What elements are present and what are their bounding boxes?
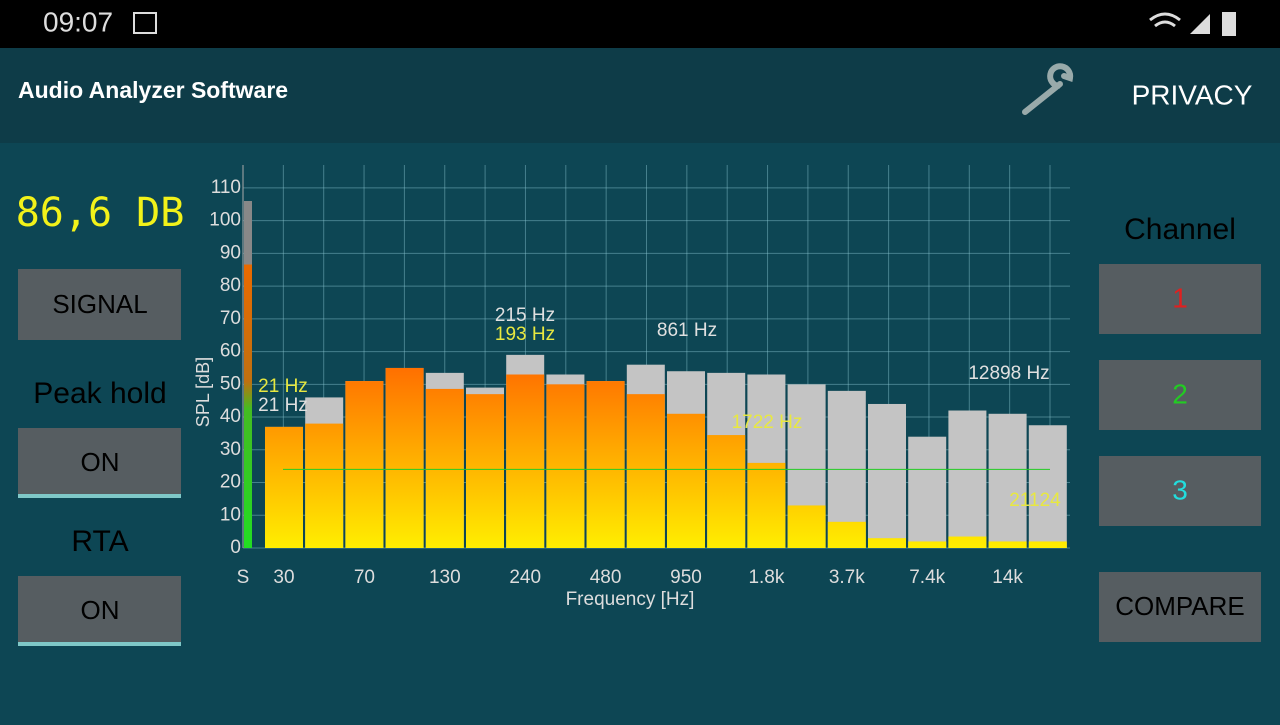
wifi-icon [1149,12,1181,28]
annotation: 12898 Hz [968,363,1049,384]
bar [667,413,705,548]
app-title: Audio Analyzer Software [18,77,288,103]
bar [948,536,987,548]
bar [385,367,424,548]
peak-hold-button-label[interactable]: ON [81,447,120,477]
annotation: 21124 [1009,490,1061,511]
y-tick-label: 60 [220,341,241,362]
peak-bar [1028,425,1067,548]
y-tick-label: 80 [220,275,241,296]
peak-bar [908,436,947,548]
channel-button[interactable] [1099,456,1261,526]
peak-bar [868,403,906,548]
peak-hold-button[interactable] [18,428,181,495]
annotation: 193 Hz [495,324,555,345]
channel-button-label[interactable]: 1 [1172,282,1188,313]
level-readout: 86,6 DB [16,190,185,236]
privacy-button[interactable]: PRIVACY [1132,79,1253,110]
bar [425,388,464,548]
x-tick-label: 7.4k [909,567,945,588]
channel-label: Channel [1124,213,1236,246]
bar [827,521,866,548]
bar [908,541,947,548]
clock: 09:07 [43,6,113,37]
image-icon [133,12,157,34]
bar [586,381,625,548]
annotation: 21 Hz [258,376,308,397]
x-tick-label: 240 [509,567,541,588]
bar [345,381,384,548]
bar [546,384,585,548]
bar [1028,541,1067,548]
x-axis-label: Frequency [Hz] [566,589,695,610]
battery-icon [1222,12,1236,36]
x-tick-label: 950 [670,567,702,588]
toggle-indicator [18,642,181,646]
bar [787,505,826,548]
bar [265,426,303,548]
channel-button-label[interactable]: 3 [1172,474,1188,505]
annotation: 215 Hz [495,305,555,326]
y-tick-label: 40 [220,406,241,427]
bar [305,423,344,548]
annotation: 861 Hz [657,320,717,341]
y-tick-label: 100 [209,210,241,231]
y-tick-label: 110 [211,177,241,198]
y-tick-label: 30 [220,439,241,460]
signal-icon [1190,14,1210,34]
y-tick-label: 90 [220,242,241,263]
channel-button-label[interactable]: 2 [1172,378,1188,409]
x-tick-label: 30 [273,567,294,588]
rta-button[interactable] [18,576,181,643]
bar [707,435,746,548]
bar [626,394,665,548]
bar [506,374,545,548]
compare-button[interactable] [1099,572,1261,642]
peak-hold-label: Peak hold [33,377,166,410]
meter-label: S [237,567,250,588]
x-tick-label: 3.7k [829,567,865,588]
status-bar [0,0,1280,48]
x-tick-label: 480 [590,567,622,588]
channel-button[interactable] [1099,264,1261,334]
bar [868,538,906,548]
y-tick-label: 20 [220,472,241,493]
annotation: 1722 Hz [732,412,803,433]
settings-icon[interactable] [1022,63,1074,115]
x-tick-label: 130 [429,567,461,588]
rta-button-label[interactable]: ON [81,595,120,625]
y-axis-label: SPL [dB] [193,357,213,427]
peak-bar [988,413,1027,548]
channel-button[interactable] [1099,360,1261,430]
header [0,48,1280,143]
chart: 0 10 20 30 40 50 60 70 80 90 100 110 SPL [dB] Frequen… [193,165,1070,610]
bar [466,394,504,548]
toggle-indicator [18,494,181,498]
rta-label: RTA [71,525,128,558]
bar [747,462,786,548]
x-tick-label: 1.8k [748,567,784,588]
annotation: 21 Hz [258,395,308,416]
signal-button-label[interactable]: SIGNAL [52,289,147,319]
peak-bar [948,410,987,548]
x-tick-label: 70 [354,567,375,588]
meter-level [244,264,252,548]
y-tick-label: 10 [220,504,241,525]
x-tick-label: 14k [992,567,1023,588]
y-tick-label: 0 [230,537,241,558]
y-tick-label: 70 [220,308,241,329]
signal-button[interactable] [18,269,181,340]
compare-button-label[interactable]: COMPARE [1115,591,1245,621]
y-tick-label: 50 [220,373,241,394]
bar [988,541,1027,548]
